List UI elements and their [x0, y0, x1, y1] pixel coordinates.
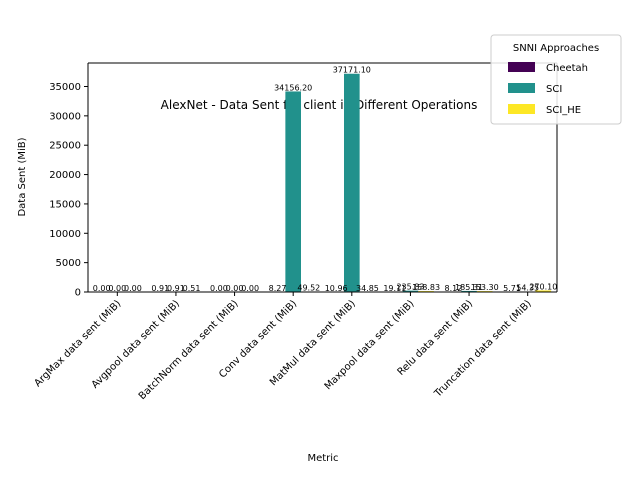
legend-swatch	[508, 62, 535, 72]
data-label: 37171.10	[333, 66, 371, 75]
y-tick-label: 10000	[49, 229, 81, 240]
data-label: 19.11	[383, 284, 406, 293]
data-label: 54.35	[516, 284, 539, 293]
legend-label: SCI	[546, 84, 562, 95]
data-label: 10.96	[325, 284, 348, 293]
legend: SNNI Approaches Cheetah SCI SCI_HE	[490, 34, 622, 125]
data-label: 0.00	[226, 284, 244, 293]
data-label: 158.83	[412, 283, 440, 292]
y-axis-label: Data Sent (MiB)	[17, 137, 28, 216]
legend-title: SNNI Approaches	[513, 43, 599, 54]
data-label: 0.00	[210, 284, 228, 293]
bar-sci	[461, 290, 477, 292]
data-label: 34.85	[356, 284, 379, 293]
data-label: 0.51	[183, 284, 201, 293]
legend-label: SCI_HE	[546, 105, 581, 116]
data-label: 0.00	[108, 284, 126, 293]
x-tick-label: Truncation data sent (MiB)	[432, 298, 534, 400]
data-label: 8.12	[445, 284, 463, 293]
legend-swatch	[508, 83, 535, 93]
data-label: 235.83	[396, 283, 424, 292]
legend-swatch	[508, 104, 535, 114]
bar-sci	[344, 73, 360, 293]
data-label: 5.71	[503, 284, 521, 293]
y-tick-label: 0	[75, 288, 81, 299]
data-label: 0.00	[241, 284, 259, 293]
x-tick-label: BatchNorm data sent (MiB)	[137, 298, 241, 402]
y-tick-label: 30000	[49, 111, 81, 122]
data-label: 49.52	[297, 284, 320, 293]
bar-sci	[402, 290, 419, 292]
y-tick-label: 15000	[49, 199, 81, 210]
data-label: 8.27	[269, 284, 287, 293]
plot-area: 0.00 0.91 0.00 8.27 10.96 19.11 8.12 5.710.00 0.…	[33, 62, 558, 402]
legend-frame	[490, 34, 622, 125]
data-label: 0.00	[124, 284, 142, 293]
y-tick-label: 25000	[49, 141, 81, 152]
chart-title: AlexNet - Data Sent for client in Differ…	[161, 98, 478, 112]
x-axis-label: Metric	[307, 453, 338, 464]
bar-sci	[285, 91, 301, 292]
y-tick-label: 35000	[49, 82, 81, 93]
data-label: 185.31	[455, 283, 483, 292]
data-label: 153.30	[471, 283, 499, 292]
data-label: 0.91	[167, 284, 185, 293]
y-tick-label: 5000	[56, 258, 81, 269]
data-label: 0.91	[151, 284, 169, 293]
bar-sci-he	[535, 290, 552, 292]
data-label: 34156.20	[274, 83, 312, 92]
y-tick-label: 20000	[49, 170, 81, 181]
data-label: 0.00	[93, 284, 111, 293]
data-label: 270.10	[529, 282, 557, 291]
legend-label: Cheetah	[546, 63, 588, 74]
